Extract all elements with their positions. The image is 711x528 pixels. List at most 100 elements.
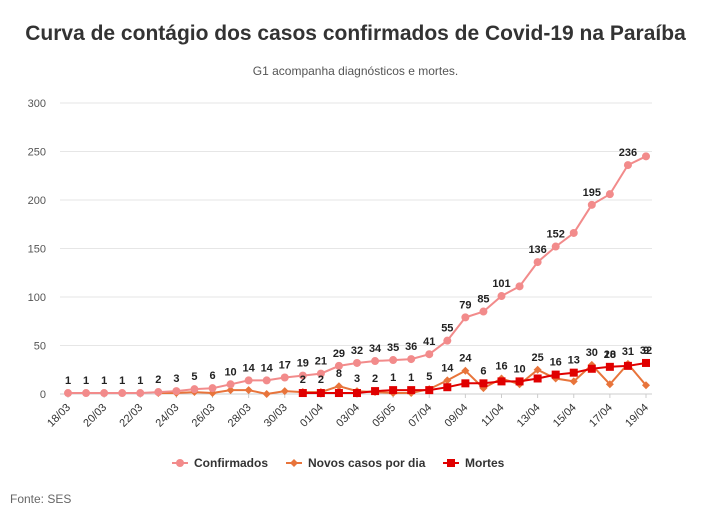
data-label-novos: 2 bbox=[300, 374, 306, 386]
point-confirmados bbox=[172, 387, 181, 396]
data-label-novos: 6 bbox=[480, 365, 486, 377]
point-confirmados bbox=[443, 336, 452, 345]
x-tick-label: 15/04 bbox=[551, 402, 579, 430]
data-label-confirmados: 1 bbox=[137, 375, 143, 387]
y-tick-label: 0 bbox=[40, 389, 46, 401]
data-label-confirmados: 35 bbox=[387, 342, 399, 354]
point-mortes bbox=[551, 370, 560, 379]
point-mortes bbox=[515, 377, 524, 386]
point-confirmados bbox=[515, 282, 524, 291]
y-tick-label: 150 bbox=[28, 244, 46, 256]
x-tick-label: 24/03 bbox=[154, 402, 182, 430]
y-tick-label: 200 bbox=[28, 195, 46, 207]
chart-subtitle: G1 acompanha diagnósticos e mortes. bbox=[252, 64, 459, 78]
point-novos bbox=[280, 387, 289, 396]
point-novos bbox=[443, 376, 452, 385]
series-line-novos bbox=[158, 362, 647, 396]
data-label-confirmados: 101 bbox=[492, 278, 510, 290]
x-tick-label: 11/04 bbox=[479, 402, 506, 429]
data-label-confirmados: 136 bbox=[528, 244, 546, 256]
data-label-mortes: 32 bbox=[640, 345, 652, 357]
data-label-confirmados: 29 bbox=[333, 348, 345, 360]
point-mortes bbox=[334, 389, 343, 398]
x-tick-label: 03/04 bbox=[334, 402, 362, 430]
point-mortes bbox=[569, 368, 578, 377]
data-label-novos: 5 bbox=[426, 371, 432, 383]
point-confirmados bbox=[100, 389, 109, 398]
legend-label: Novos casos por dia bbox=[308, 456, 426, 470]
point-confirmados bbox=[371, 357, 380, 366]
point-confirmados bbox=[461, 313, 470, 322]
point-novos bbox=[461, 366, 470, 375]
point-confirmados bbox=[389, 356, 398, 365]
point-confirmados bbox=[642, 152, 650, 161]
point-confirmados bbox=[136, 389, 145, 398]
point-mortes bbox=[407, 386, 416, 395]
x-tick-label: 22/03 bbox=[117, 402, 145, 430]
data-label-novos: 25 bbox=[532, 352, 544, 364]
point-novos bbox=[605, 380, 614, 389]
data-label-confirmados: 19 bbox=[297, 358, 309, 370]
point-mortes bbox=[533, 374, 542, 383]
data-label-confirmados: 17 bbox=[279, 360, 291, 372]
legend-label: Mortes bbox=[465, 456, 505, 470]
point-confirmados bbox=[280, 373, 289, 382]
point-confirmados bbox=[208, 384, 217, 393]
data-label-confirmados: 3 bbox=[173, 373, 179, 385]
data-label-confirmados: 21 bbox=[315, 356, 327, 368]
data-label-confirmados: 14 bbox=[261, 362, 274, 374]
data-label-novos: 24 bbox=[459, 353, 472, 365]
point-mortes bbox=[316, 389, 325, 398]
legend-marker bbox=[176, 459, 184, 467]
point-confirmados bbox=[497, 292, 506, 301]
data-label-novos: 10 bbox=[604, 349, 616, 361]
point-mortes bbox=[623, 361, 632, 370]
point-confirmados bbox=[262, 376, 271, 385]
point-mortes bbox=[642, 358, 650, 367]
point-novos bbox=[226, 386, 235, 395]
legend-item-confirmados: Confirmados bbox=[172, 456, 268, 470]
point-mortes bbox=[605, 362, 614, 371]
point-confirmados bbox=[226, 380, 235, 389]
data-label-novos: 31 bbox=[622, 346, 634, 358]
data-label-novos: 30 bbox=[586, 347, 598, 359]
data-label-novos: 16 bbox=[550, 357, 562, 369]
data-label-novos: 16 bbox=[495, 360, 507, 372]
x-tick-label: 19/04 bbox=[623, 402, 651, 430]
point-confirmados bbox=[82, 389, 91, 398]
point-confirmados bbox=[623, 161, 632, 170]
data-label-confirmados: 6 bbox=[209, 370, 215, 382]
point-confirmados bbox=[569, 228, 578, 237]
data-label-mortes: 28 bbox=[604, 349, 616, 361]
point-confirmados bbox=[316, 369, 325, 378]
data-label-novos: 1 bbox=[408, 372, 414, 384]
y-tick-label: 250 bbox=[28, 147, 46, 159]
x-tick-label: 09/04 bbox=[443, 402, 471, 430]
legend-marker bbox=[447, 459, 455, 467]
data-label-confirmados: 195 bbox=[583, 187, 601, 199]
x-tick-label: 28/03 bbox=[226, 402, 254, 430]
data-label-novos: 14 bbox=[441, 362, 454, 374]
data-label-confirmados: 32 bbox=[351, 345, 363, 357]
data-label-confirmados: 152 bbox=[547, 229, 565, 241]
point-novos bbox=[262, 390, 271, 398]
point-novos bbox=[642, 381, 650, 390]
data-label-confirmados: 34 bbox=[369, 343, 382, 355]
data-label-confirmados: 79 bbox=[459, 299, 471, 311]
point-novos bbox=[244, 386, 253, 395]
x-tick-label: 17/04 bbox=[587, 402, 615, 430]
point-mortes bbox=[298, 389, 307, 398]
x-tick-label: 07/04 bbox=[406, 402, 434, 430]
point-confirmados bbox=[154, 388, 163, 397]
point-mortes bbox=[353, 389, 361, 398]
y-tick-label: 100 bbox=[28, 292, 46, 304]
point-confirmados bbox=[605, 190, 614, 199]
legend-marker bbox=[290, 459, 298, 467]
data-label-novos: 13 bbox=[568, 355, 580, 367]
chart-title: Curva de contágio dos casos confirmados … bbox=[25, 22, 686, 45]
point-confirmados bbox=[407, 355, 416, 364]
data-label-confirmados: 10 bbox=[224, 366, 236, 378]
point-confirmados bbox=[118, 389, 127, 398]
x-tick-label: 18/03 bbox=[45, 402, 73, 430]
